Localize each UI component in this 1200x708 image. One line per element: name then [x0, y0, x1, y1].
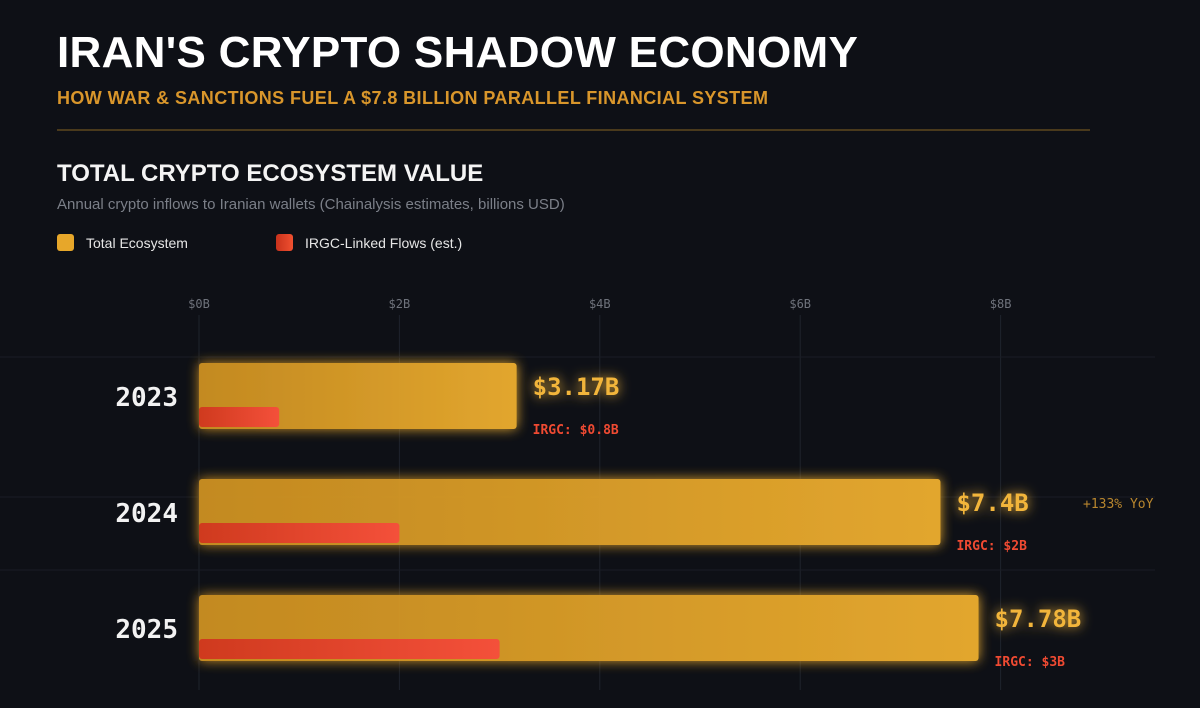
legend-swatch-irgc [276, 234, 293, 251]
x-tick-label: $2B [389, 297, 411, 311]
legend-label-total: Total Ecosystem [86, 234, 188, 251]
irgc-label-2025: IRGC: $3B [995, 655, 1066, 670]
x-tick-label: $0B [188, 297, 210, 311]
x-tick-label: $8B [990, 297, 1012, 311]
legend-label-irgc: IRGC-Linked Flows (est.) [305, 234, 463, 251]
page-subtitle: HOW WAR & SANCTIONS FUEL A $7.8 BILLION … [57, 88, 769, 108]
irgc-label-2023: IRGC: $0.8B [533, 423, 619, 438]
bar-irgc-2025 [199, 639, 500, 659]
category-label-2023: 2023 [115, 383, 178, 413]
annotation-yoy: +133% YoY [1083, 497, 1154, 512]
category-label-2024: 2024 [115, 499, 178, 529]
legend-swatch-total [57, 234, 74, 251]
irgc-label-2024: IRGC: $2B [956, 539, 1027, 554]
value-label-2023: $3.17B [533, 373, 620, 401]
page-title: IRAN'S CRYPTO SHADOW ECONOMY [57, 28, 859, 77]
section-subtitle: Annual crypto inflows to Iranian wallets… [57, 196, 565, 213]
bar-irgc-2024 [199, 523, 400, 543]
section-title: TOTAL CRYPTO ECOSYSTEM VALUE [57, 160, 484, 187]
x-tick-label: $4B [589, 297, 611, 311]
category-label-2025: 2025 [115, 615, 178, 645]
bar-irgc-2023 [199, 407, 280, 427]
header-divider [57, 129, 1090, 131]
legend-item-irgc: IRGC-Linked Flows (est.) [276, 234, 462, 251]
x-tick-label: $6B [789, 297, 811, 311]
legend-item-total: Total Ecosystem [57, 234, 188, 251]
value-label-2024: $7.4B [956, 489, 1028, 517]
value-label-2025: $7.78B [995, 605, 1082, 633]
